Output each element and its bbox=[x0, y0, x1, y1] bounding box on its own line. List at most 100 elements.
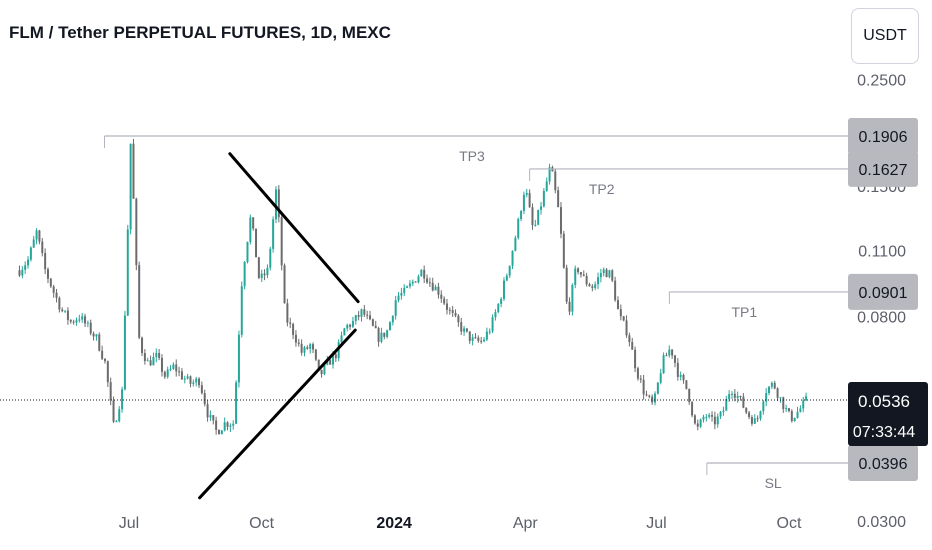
candle-body bbox=[243, 262, 246, 287]
candle-body bbox=[554, 171, 557, 191]
candle-body bbox=[622, 316, 625, 321]
tp3-price-text: 0.1906 bbox=[859, 129, 908, 146]
y-tick-label-0-0800: 0.0800 bbox=[857, 310, 906, 327]
candle-body bbox=[770, 382, 773, 387]
candle-body bbox=[671, 349, 674, 356]
candle-body bbox=[582, 274, 585, 276]
triangle-lower-line bbox=[198, 328, 357, 500]
candle-body bbox=[52, 286, 55, 293]
candle-body bbox=[451, 310, 454, 313]
candle-body bbox=[531, 207, 534, 226]
candle-body bbox=[485, 331, 488, 340]
candle-body bbox=[163, 371, 166, 377]
x-tick-label-apr-3: Apr bbox=[513, 515, 539, 532]
candle-body bbox=[693, 415, 696, 424]
candle-body bbox=[785, 408, 788, 410]
candle-body bbox=[66, 310, 69, 320]
candle-body bbox=[522, 194, 525, 212]
candle-body bbox=[799, 408, 802, 412]
tp2-price-text: 0.1627 bbox=[859, 162, 908, 179]
candle-body bbox=[152, 357, 155, 366]
candle-body bbox=[44, 253, 47, 270]
candle-body bbox=[215, 420, 218, 430]
candle-body bbox=[571, 284, 574, 312]
candle-body bbox=[508, 265, 511, 276]
candle-body bbox=[520, 211, 523, 219]
candle-body bbox=[38, 230, 41, 242]
candle-body bbox=[679, 374, 682, 377]
candle-body bbox=[483, 339, 486, 342]
candle-body bbox=[562, 233, 565, 268]
candle-body bbox=[500, 298, 503, 304]
candle-body bbox=[360, 309, 363, 317]
candle-body bbox=[192, 382, 195, 384]
candle-body bbox=[18, 270, 21, 276]
candle-body bbox=[320, 369, 323, 375]
candle-body bbox=[579, 272, 582, 275]
countdown-text: 07:33:44 bbox=[853, 424, 915, 441]
candle-body bbox=[537, 209, 540, 225]
candle-body bbox=[773, 382, 776, 389]
candle-body bbox=[411, 281, 414, 284]
candle-body bbox=[388, 322, 391, 331]
current-price-text: 0.0536 bbox=[858, 392, 910, 411]
y-tick-label-0-0300: 0.0300 bbox=[857, 514, 906, 531]
candle-body bbox=[750, 417, 753, 424]
candle-body bbox=[417, 276, 420, 283]
x-tick-label-oct-5: Oct bbox=[777, 515, 802, 532]
candle-body bbox=[103, 358, 106, 362]
candle-body bbox=[631, 341, 634, 350]
candle-body bbox=[542, 190, 545, 207]
candle-body bbox=[642, 379, 645, 395]
candle-body bbox=[445, 303, 448, 310]
candle-body bbox=[676, 362, 679, 377]
candle-body bbox=[756, 418, 759, 420]
candle-body bbox=[323, 364, 326, 375]
candle-body bbox=[160, 357, 163, 372]
candle-body bbox=[654, 393, 657, 403]
candle-body bbox=[502, 280, 505, 299]
candle-body bbox=[351, 321, 354, 327]
candle-body bbox=[183, 378, 186, 380]
x-tick-label-jul-0: Jul bbox=[119, 515, 139, 532]
candle-body bbox=[457, 315, 460, 323]
candle-body bbox=[497, 303, 500, 313]
candle-body bbox=[263, 273, 266, 276]
candle-body bbox=[434, 286, 437, 291]
candle-body bbox=[41, 241, 44, 254]
candle-body bbox=[477, 337, 480, 341]
candle-body bbox=[337, 342, 340, 359]
candle-body bbox=[186, 376, 189, 379]
candlestick-series bbox=[0, 138, 848, 435]
candle-body bbox=[331, 354, 334, 365]
candle-body bbox=[426, 278, 429, 283]
price-tags: 0.1906 0.1627 0.0901 0.0396 0.0536 07:33:44 bbox=[848, 118, 928, 481]
candle-body bbox=[488, 331, 491, 333]
candle-body bbox=[46, 269, 49, 279]
candle-body bbox=[619, 309, 622, 317]
tp3-label: TP3 bbox=[459, 148, 485, 164]
candle-body bbox=[454, 312, 457, 316]
candle-body bbox=[232, 423, 235, 426]
tp2-price-tag bbox=[848, 150, 918, 187]
candle-body bbox=[143, 353, 146, 362]
candle-body bbox=[220, 430, 223, 435]
tp1-price-text: 0.0901 bbox=[859, 285, 908, 302]
candle-body bbox=[545, 181, 548, 191]
time-axis[interactable]: Jul Oct 2024 Apr Jul Oct bbox=[119, 515, 802, 532]
candle-body bbox=[394, 300, 397, 316]
candle-body bbox=[61, 309, 64, 312]
x-tick-label-oct-1: Oct bbox=[249, 515, 274, 532]
candle-body bbox=[24, 265, 27, 270]
candle-body bbox=[648, 395, 651, 397]
candle-body bbox=[306, 347, 309, 349]
currency-unit-button[interactable]: USDT bbox=[851, 8, 919, 64]
candle-body bbox=[198, 378, 201, 386]
candle-body bbox=[713, 416, 716, 425]
candle-body bbox=[673, 355, 676, 363]
candle-body bbox=[802, 400, 805, 409]
candle-body bbox=[217, 429, 220, 435]
candle-body bbox=[75, 320, 78, 323]
candle-body bbox=[314, 349, 317, 360]
